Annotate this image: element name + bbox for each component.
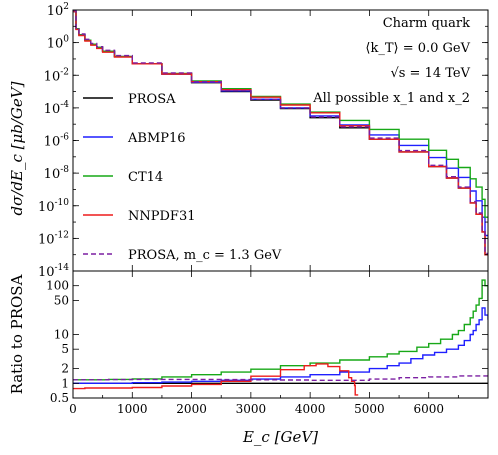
y-tick-label: 100 xyxy=(47,35,70,52)
x-tick-label: 2000 xyxy=(176,402,207,416)
series-line-3 xyxy=(73,10,488,256)
y-tick-label: 102 xyxy=(47,2,69,19)
y-tick-label: 10-8 xyxy=(44,165,70,182)
ratio-y-tick-label: 1 xyxy=(61,376,69,390)
y-tick-label: 10-2 xyxy=(44,67,69,84)
ratio-line-2 xyxy=(73,279,488,381)
y-tick-label: 10-10 xyxy=(38,198,69,215)
ratio-y-tick-label: 50 xyxy=(54,293,69,307)
legend-label: PROSA xyxy=(128,92,176,107)
annotation-text: All possible x_1 and x_2 xyxy=(312,91,470,106)
ratio-y-tick-label: 10 xyxy=(54,328,69,342)
cross-section-panel: 102 100 10-2 10-4 10-6 10-8 10-10 10-12 10-14 dσ/… xyxy=(8,2,489,280)
ratio-line-3 xyxy=(73,363,359,396)
x-tick-label: 6000 xyxy=(413,402,444,416)
ratio-y-tick-label: 100 xyxy=(46,279,69,293)
y-axis-title-top: dσ/dE_c [μb/GeV] xyxy=(8,81,26,215)
y-tick-label: 10-12 xyxy=(38,230,69,247)
ratio-y-tick-label: 5 xyxy=(61,342,69,356)
legend-label: NNPDF31 xyxy=(128,209,195,224)
y-tick-label: 10-4 xyxy=(44,100,70,117)
x-axis-title: E_c [GeV] xyxy=(242,428,318,446)
annotation-text: Charm quark xyxy=(383,16,470,31)
x-tick-label: 4000 xyxy=(295,402,326,416)
y-tick-label: 10-6 xyxy=(44,133,70,150)
ratio-line-4 xyxy=(73,375,488,381)
legend-label: CT14 xyxy=(128,170,163,185)
y-axis-title-bottom: Ratio to PROSA xyxy=(8,274,26,394)
x-tick-label: 0 xyxy=(69,402,77,416)
legend-label: PROSA, m_c = 1.3 GeV xyxy=(128,248,282,263)
bottom-plot-frame xyxy=(72,270,489,399)
top-plot-area xyxy=(73,10,488,256)
x-tick-label: 1000 xyxy=(117,402,148,416)
x-tick-label: 5000 xyxy=(354,402,385,416)
legend-label: ABMP16 xyxy=(127,131,186,146)
annotation-text: ⟨k_T⟩ = 0.0 GeV xyxy=(365,41,470,56)
ratio-y-tick-label: 2 xyxy=(61,362,69,376)
ratio-y-tick-label: 0.5 xyxy=(50,391,69,405)
annotation-text: √s = 14 TeV xyxy=(390,66,470,81)
x-tick-label: 3000 xyxy=(236,402,267,416)
bottom-plot-area xyxy=(73,279,488,396)
series-line-4 xyxy=(73,10,488,255)
y-tick-label: 10-14 xyxy=(38,263,69,280)
